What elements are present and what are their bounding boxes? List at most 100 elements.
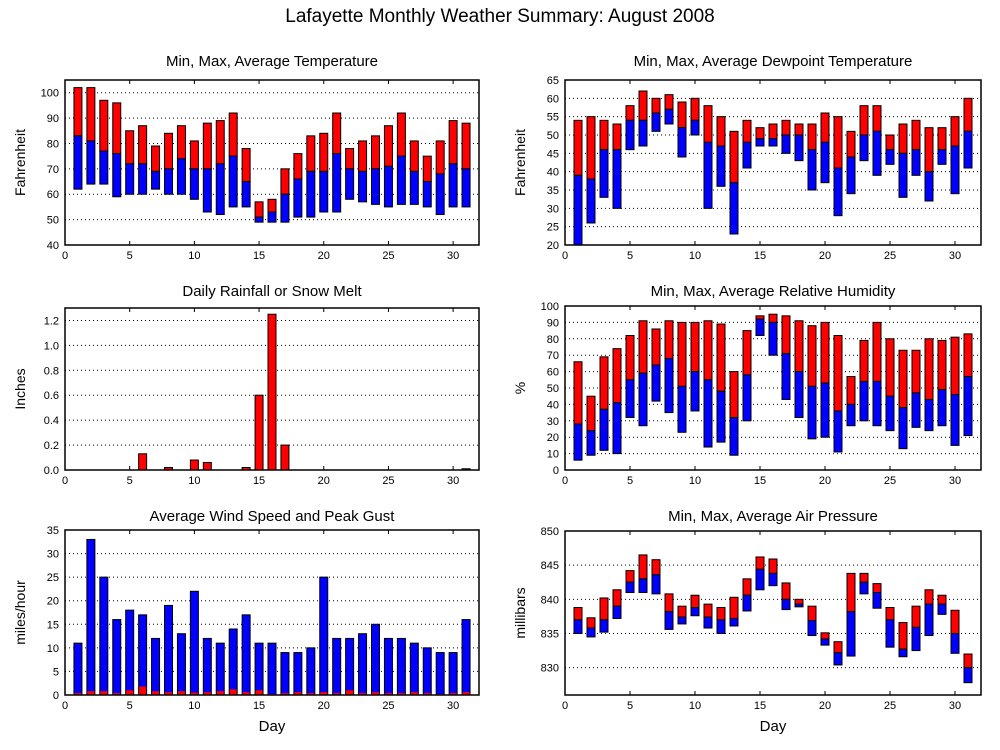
max-bar-segment <box>112 102 122 155</box>
min-bar-segment <box>950 145 960 195</box>
max-bar-segment <box>794 123 804 136</box>
max-bar-segment <box>872 583 882 594</box>
max-bar-segment <box>228 112 238 157</box>
gust-bar <box>358 633 368 696</box>
max-bar-segment <box>820 321 830 384</box>
y-tick-label: 835 <box>541 629 559 641</box>
min-bar-segment <box>319 170 329 213</box>
min-bar-segment <box>885 395 895 432</box>
max-bar-segment <box>189 140 199 170</box>
min-bar-segment <box>859 581 869 595</box>
min-bar-segment <box>742 141 752 169</box>
rain-bar <box>267 313 277 471</box>
max-bar-segment <box>846 572 856 613</box>
max-bar-segment <box>755 556 765 570</box>
min-bar-segment <box>202 168 212 213</box>
x-tick-label: 20 <box>318 700 330 712</box>
avg-speed-bar <box>152 691 160 695</box>
max-bar-segment <box>293 153 303 180</box>
y-tick-label: 90 <box>47 113 59 125</box>
y-tick-label: 0 <box>53 690 59 702</box>
max-bar-segment <box>729 130 739 184</box>
x-tick-label: 0 <box>62 250 68 262</box>
y-tick-label: 0 <box>553 465 559 477</box>
min-bar-segment <box>332 153 342 213</box>
min-bar-segment <box>215 163 225 216</box>
max-bar-segment <box>435 140 445 175</box>
min-bar-segment <box>573 619 583 635</box>
x-tick-label: 30 <box>949 700 961 712</box>
y-tick-label: 40 <box>547 167 559 179</box>
max-bar-segment <box>664 94 674 110</box>
max-bar-segment <box>716 116 726 147</box>
x-tick-label: 5 <box>627 475 633 487</box>
max-bar-segment <box>254 201 264 218</box>
min-bar-segment <box>924 603 934 637</box>
max-bar-segment <box>345 148 355 170</box>
min-bar-segment <box>742 374 752 422</box>
y-tick-label: 850 <box>541 526 559 538</box>
x-tick-label: 20 <box>819 700 831 712</box>
max-bar-segment <box>859 572 869 583</box>
gust-bar <box>254 642 264 696</box>
avg-speed-bar <box>320 692 328 695</box>
min-bar-segment <box>267 211 277 223</box>
y-tick-label: 840 <box>541 594 559 606</box>
gust-bar <box>345 637 355 696</box>
min-bar-segment <box>716 619 726 635</box>
y-tick-label: 80 <box>47 138 59 150</box>
gust-bar <box>241 614 251 696</box>
max-bar-segment <box>911 605 921 628</box>
min-bar-segment <box>807 620 817 637</box>
max-bar-segment <box>833 641 843 654</box>
wind-chart: Average Wind Speed and Peak Gust 0 5 10 15 20… <box>12 508 480 735</box>
max-bar-segment <box>729 596 739 619</box>
x-tick-label: 15 <box>253 250 265 262</box>
max-bar-segment <box>768 558 778 574</box>
gust-bar <box>293 652 303 696</box>
min-bar-segment <box>729 617 739 627</box>
y-tick-label: 70 <box>47 164 59 176</box>
y-tick-label: 10 <box>47 643 59 655</box>
y-tick-label: 60 <box>547 367 559 379</box>
max-bar-segment <box>586 116 596 180</box>
min-bar-segment <box>898 152 908 198</box>
x-tick-label: 15 <box>754 475 766 487</box>
max-bar-segment <box>612 123 622 151</box>
max-bar-segment <box>612 348 622 404</box>
max-bar-segment <box>202 122 212 170</box>
min-bar-segment <box>638 578 648 594</box>
min-bar-segment <box>138 163 148 195</box>
humidity-chart: Min, Max, Average Relative Humidity 0 10 20… <box>512 283 982 487</box>
y-axis-label: Fahrenheit <box>512 129 528 196</box>
max-bar-segment <box>794 598 804 605</box>
x-tick-label: 0 <box>562 475 568 487</box>
min-bar-segment <box>176 158 186 195</box>
gust-bar <box>371 623 380 696</box>
min-bar-segment <box>846 156 856 195</box>
rain-bar <box>280 444 290 471</box>
avg-speed-bar <box>255 690 263 695</box>
y-tick-label: 40 <box>547 399 559 411</box>
gust-bar <box>306 647 316 696</box>
min-bar-segment <box>898 407 908 450</box>
min-bar-segment <box>586 430 596 456</box>
avg-speed-bar <box>242 692 250 695</box>
gust-bar <box>151 637 161 696</box>
max-bar-segment <box>872 105 882 132</box>
min-bar-segment <box>781 598 791 611</box>
max-bar-segment <box>586 395 596 432</box>
max-bar-segment <box>448 120 458 165</box>
y-tick-label: 20 <box>47 596 59 608</box>
x-tick-label: 0 <box>562 250 568 262</box>
avg-speed-bar <box>359 693 367 695</box>
min-bar-segment <box>781 134 791 154</box>
min-bar-segment <box>112 153 122 198</box>
min-bar-segment <box>807 149 817 191</box>
min-bar-segment <box>151 170 161 190</box>
gust-bar <box>99 576 109 696</box>
max-bar-segment <box>358 140 368 172</box>
avg-speed-bar <box>100 691 108 695</box>
x-tick-label: 25 <box>884 250 896 262</box>
min-bar-segment <box>911 626 921 652</box>
